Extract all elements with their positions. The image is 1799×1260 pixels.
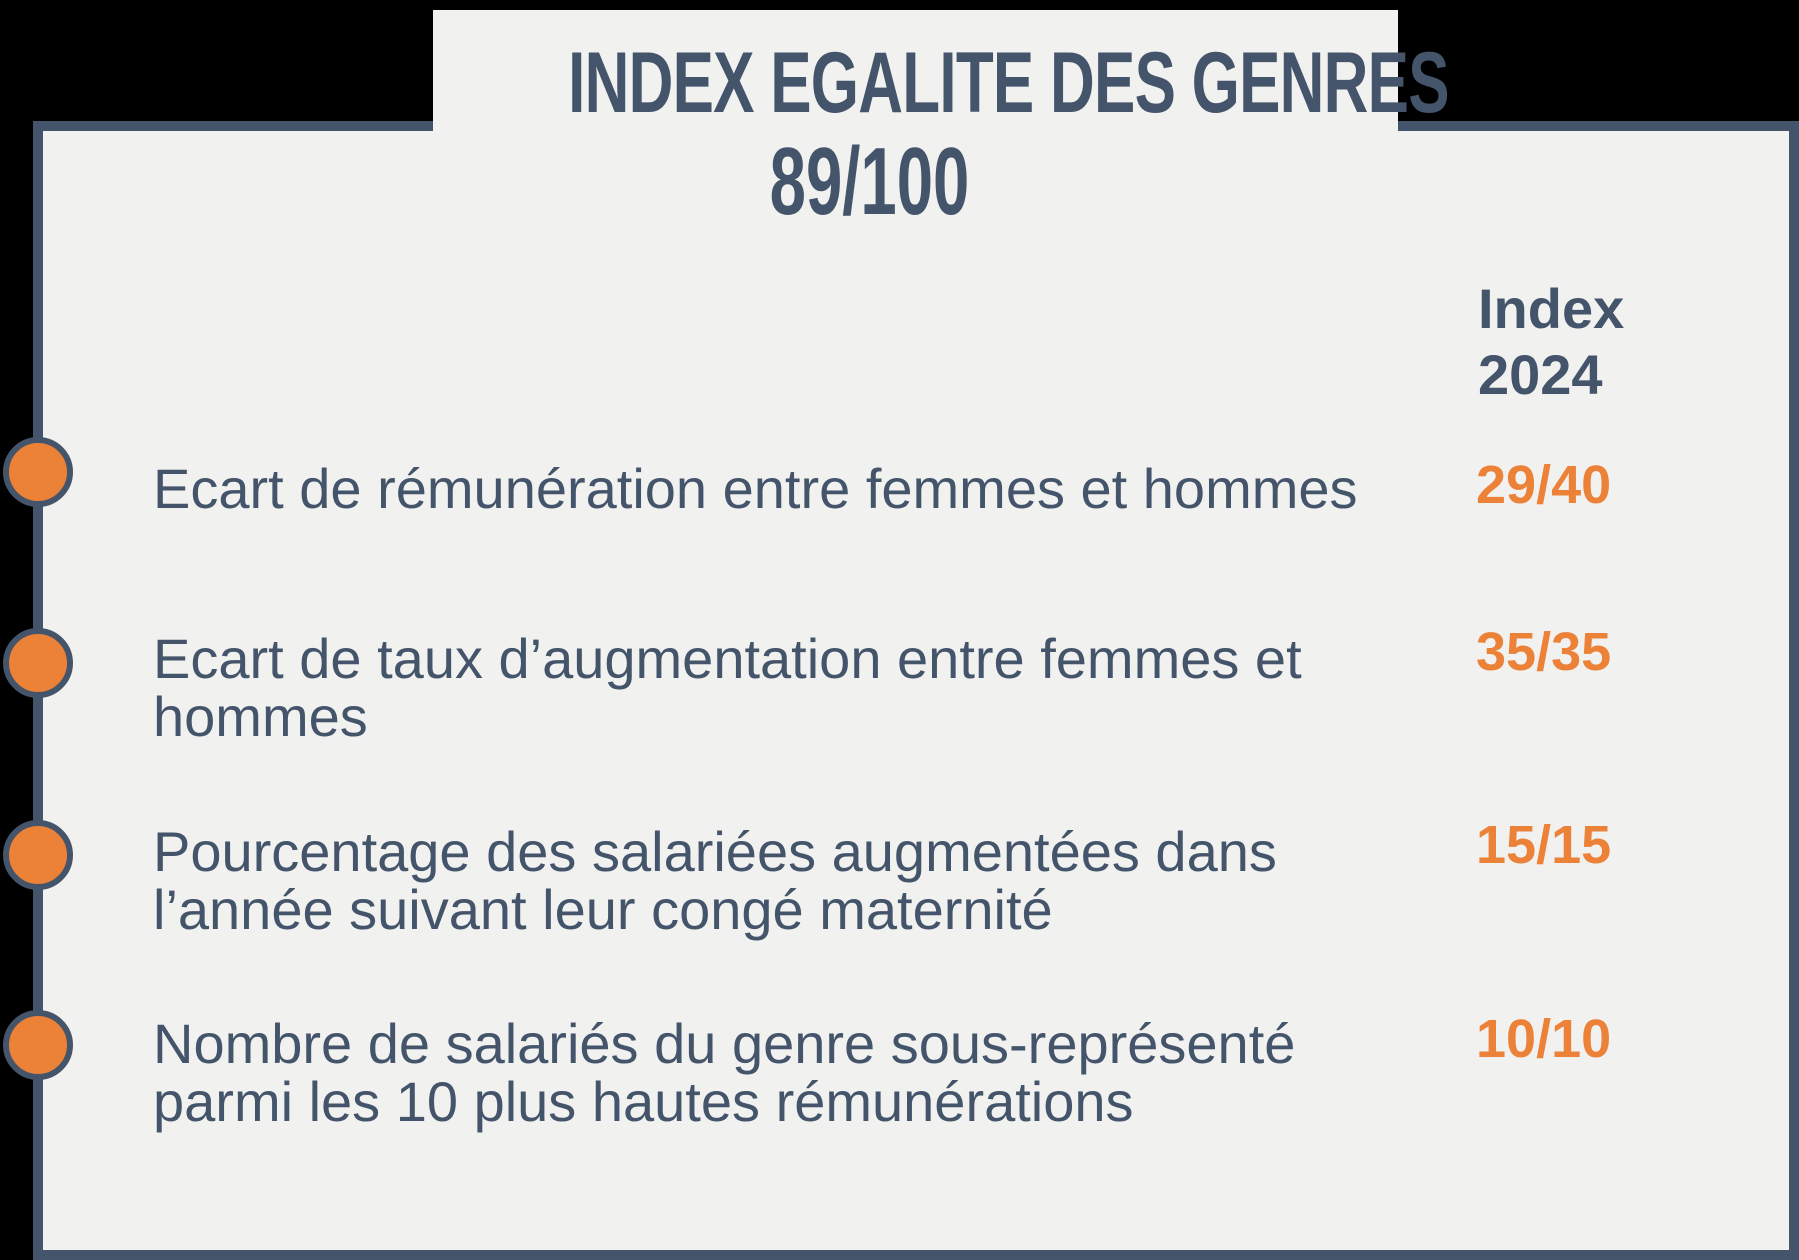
bullet-circle-icon	[3, 437, 73, 507]
scorecard-panel	[33, 121, 1799, 1260]
global-score: 89/100	[769, 128, 970, 235]
row-score: 35/35	[1476, 622, 1612, 682]
page-title: INDEX EGALITE DES GENRES	[568, 35, 1449, 131]
column-header-index-2024: Index 2024	[1478, 276, 1624, 408]
row-label: Ecart de taux d’augmentation entre femme…	[153, 627, 1302, 748]
bullet-circle-icon	[3, 820, 73, 890]
row-label: Nombre de salariés du genre sous-représe…	[153, 1012, 1296, 1133]
column-header-line1: Index	[1478, 277, 1625, 340]
bullet-circle-icon	[3, 1010, 73, 1080]
row-score: 15/15	[1476, 815, 1612, 875]
column-header-line2: 2024	[1478, 343, 1603, 406]
row-label: Ecart de rémunération entre femmes et ho…	[153, 457, 1358, 520]
title-box: INDEX EGALITE DES GENRES 89/100	[433, 10, 1450, 282]
row-score: 29/40	[1476, 455, 1612, 515]
row-label: Pourcentage des salariées augmentées dan…	[153, 820, 1277, 941]
row-score: 10/10	[1476, 1009, 1612, 1069]
bullet-circle-icon	[3, 628, 73, 698]
